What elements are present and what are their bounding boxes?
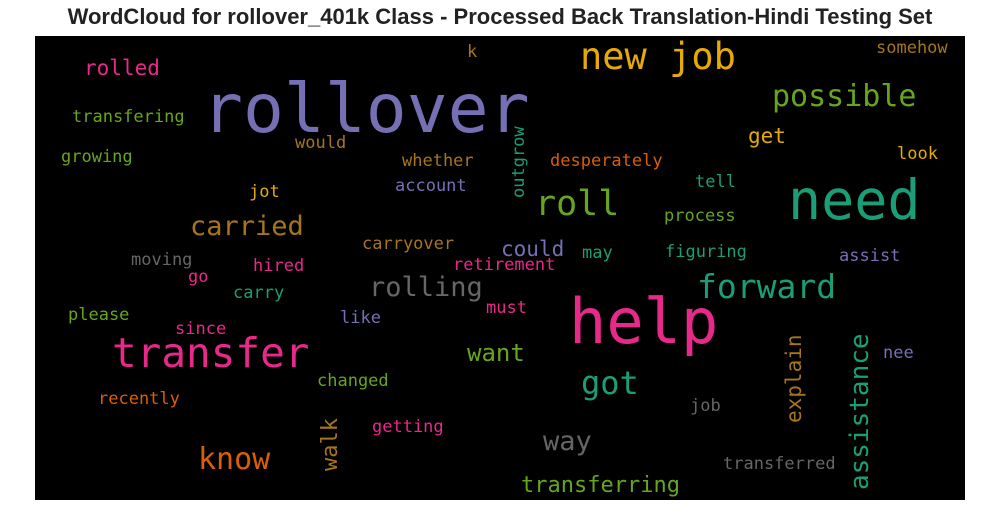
word-go: go — [188, 267, 209, 287]
word-k: k — [467, 42, 478, 62]
word-carried: carried — [190, 211, 304, 242]
word-help: help — [569, 285, 719, 358]
word-moving: moving — [131, 250, 193, 270]
word-must: must — [486, 298, 527, 318]
word-roll: roll — [535, 184, 620, 224]
word-explain: explain — [782, 334, 806, 423]
word-process: process — [664, 206, 736, 226]
word-rollover: rollover — [202, 70, 530, 149]
word-transferred: transferred — [723, 454, 836, 474]
word-could: could — [501, 237, 565, 261]
word-get: get — [748, 124, 786, 148]
word-want: want — [467, 339, 525, 367]
word-tell: tell — [695, 172, 736, 192]
word-job: job — [690, 396, 721, 416]
word-recently: recently — [98, 389, 180, 409]
word-carry: carry — [233, 283, 285, 303]
word-rolled: rolled — [84, 56, 160, 80]
word-possible: possible — [772, 79, 917, 114]
word-need: need — [788, 168, 921, 232]
word-jot: jot — [249, 182, 280, 202]
word-since: since — [175, 319, 227, 339]
word-transfering: transfering — [72, 107, 185, 127]
chart-title: WordCloud for rollover_401k Class - Proc… — [67, 4, 933, 29]
word-forward: forward — [697, 267, 837, 306]
word-way: way — [543, 426, 592, 457]
word-somehow: somehow — [876, 38, 948, 58]
word-would: would — [295, 133, 347, 153]
word-growing: growing — [61, 147, 133, 167]
word-hired: hired — [253, 256, 305, 276]
word-figuring: figuring — [665, 242, 747, 262]
word-outgrow: outgrow — [509, 126, 529, 198]
word-desperately: desperately — [550, 151, 663, 171]
word-know: know — [198, 442, 271, 477]
word-please: please — [68, 305, 130, 325]
word-may: may — [582, 243, 613, 263]
word-new-job: new job — [580, 36, 736, 78]
word-carryover: carryover — [362, 234, 455, 254]
word-getting: getting — [372, 417, 444, 437]
word-assist: assist — [839, 246, 901, 266]
word-look: look — [897, 144, 938, 164]
word-rolling: rolling — [369, 272, 483, 303]
word-transferring: transferring — [521, 473, 680, 498]
word-retirement: retirement — [453, 255, 556, 275]
word-walk: walk — [318, 418, 343, 471]
word-account: account — [395, 176, 467, 196]
word-cloud: rollover help need new job transfer forw… — [35, 36, 965, 500]
word-got: got — [581, 364, 639, 402]
word-like: like — [340, 308, 381, 328]
word-assistance: assistance — [845, 333, 875, 490]
word-changed: changed — [317, 371, 389, 391]
word-transfer: transfer — [112, 329, 310, 377]
word-nee: nee — [883, 343, 914, 363]
word-whether: whether — [402, 151, 474, 171]
